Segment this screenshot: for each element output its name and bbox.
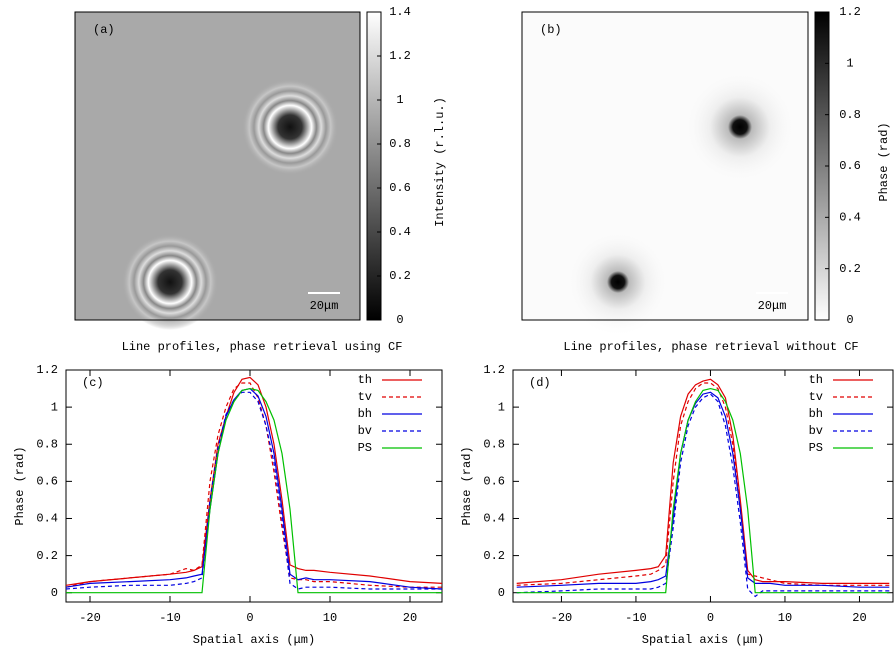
chart-title: Line profiles, phase retrieval using CF xyxy=(122,340,403,354)
legend-label: tv xyxy=(809,390,823,404)
image-feature xyxy=(680,67,800,187)
y-tick-label: 1.2 xyxy=(36,363,58,377)
plot-frame xyxy=(65,369,443,603)
image-feature xyxy=(242,79,338,175)
x-tick-label: 20 xyxy=(403,611,417,625)
series-line xyxy=(516,378,890,584)
legend-label: bv xyxy=(358,424,372,438)
colorbar-tick-label: 1.2 xyxy=(389,49,411,63)
x-axis-label: Spatial axis (μm) xyxy=(193,633,315,647)
image-frame xyxy=(521,11,809,321)
y-tick-label: 0.2 xyxy=(36,549,58,563)
y-tick-label: 0.4 xyxy=(483,512,505,526)
y-tick-label: 0.8 xyxy=(483,437,505,451)
series-line xyxy=(66,382,442,588)
series-line xyxy=(66,376,442,586)
y-tick-label: 1 xyxy=(498,400,505,414)
colorbar-tick-label: 0 xyxy=(396,313,403,327)
series-line xyxy=(516,391,890,588)
scale-bar-label: 20μm xyxy=(310,299,339,313)
image-feature xyxy=(122,234,218,330)
y-tick-label: 0.4 xyxy=(36,512,58,526)
panel-label: (d) xyxy=(529,376,551,390)
x-tick-label: -20 xyxy=(79,611,101,625)
legend-label: bh xyxy=(809,407,823,421)
x-tick-label: -20 xyxy=(551,611,573,625)
x-tick-label: 10 xyxy=(323,611,337,625)
image-feature xyxy=(563,227,673,337)
colorbar-tick-label: 0.2 xyxy=(389,269,411,283)
colorbar-label: Phase (rad) xyxy=(877,122,891,201)
panel-label: (c) xyxy=(82,376,104,390)
colorbar-tick-label: 0.4 xyxy=(839,211,861,225)
y-tick-label: 0 xyxy=(498,586,505,600)
colorbar-tick-label: 0.8 xyxy=(839,108,861,122)
colorbar-tick-label: 0.8 xyxy=(389,137,411,151)
legend-label: bv xyxy=(809,424,823,438)
legend-label: th xyxy=(358,373,372,387)
y-tick-label: 0.8 xyxy=(36,437,58,451)
colorbar-tick-label: 0 xyxy=(846,313,853,327)
y-tick-label: 0.2 xyxy=(483,549,505,563)
panel-label: (b) xyxy=(540,23,562,37)
chart-title: Line profiles, phase retrieval without C… xyxy=(563,340,858,354)
colorbar-tick-label: 1.2 xyxy=(839,5,861,19)
y-tick-label: 1.2 xyxy=(483,363,505,377)
colorbar-tick-label: 0.6 xyxy=(839,159,861,173)
x-tick-label: -10 xyxy=(625,611,647,625)
legend-label: tv xyxy=(358,390,372,404)
panel-label: (a) xyxy=(93,23,115,37)
x-tick-label: 0 xyxy=(246,611,253,625)
colorbar-tick-label: 0.6 xyxy=(389,181,411,195)
x-axis-label: Spatial axis (μm) xyxy=(642,633,764,647)
series-line xyxy=(66,391,442,590)
plot-frame xyxy=(512,369,894,603)
y-tick-label: 0.6 xyxy=(36,475,58,489)
colorbar-tick-label: 0.2 xyxy=(839,262,861,276)
legend-label: PS xyxy=(809,441,823,455)
image-frame xyxy=(74,11,361,321)
x-tick-label: 10 xyxy=(778,611,792,625)
colorbar-tick-label: 0.4 xyxy=(389,225,411,239)
x-tick-label: 0 xyxy=(707,611,714,625)
colorbar-tick-label: 1.4 xyxy=(389,5,411,19)
legend-label: PS xyxy=(358,441,372,455)
x-tick-label: 20 xyxy=(852,611,866,625)
colorbar-label: Intensity (r.l.u.) xyxy=(433,97,447,227)
colorbar-tick-label: 1 xyxy=(846,57,853,71)
scale-bar-label: 20μm xyxy=(758,299,787,313)
x-tick-label: -10 xyxy=(159,611,181,625)
series-line xyxy=(66,387,442,594)
y-tick-label: 0.6 xyxy=(483,475,505,489)
colorbar xyxy=(366,11,382,321)
y-tick-label: 1 xyxy=(51,400,58,414)
y-axis-label: Phase (rad) xyxy=(13,446,27,525)
y-tick-label: 0 xyxy=(51,586,58,600)
y-axis-label: Phase (rad) xyxy=(460,446,474,525)
legend-label: bh xyxy=(358,407,372,421)
series-line xyxy=(516,387,890,594)
series-line xyxy=(516,382,890,586)
legend-label: th xyxy=(809,373,823,387)
series-line xyxy=(66,387,442,590)
colorbar-tick-label: 1 xyxy=(396,93,403,107)
series-line xyxy=(516,393,890,598)
